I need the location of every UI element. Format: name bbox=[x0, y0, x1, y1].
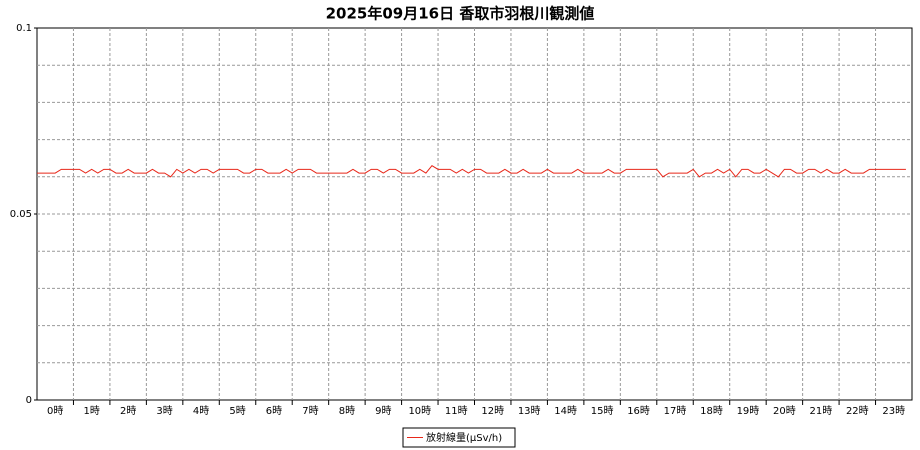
chart-title: 2025年09月16日 香取市羽根川観測値 bbox=[326, 5, 595, 23]
y-tick-label: 0.1 bbox=[16, 23, 32, 34]
x-tick-label: 8時 bbox=[339, 405, 355, 417]
x-tick-label: 4時 bbox=[193, 405, 209, 417]
x-tick-label: 14時 bbox=[554, 405, 577, 417]
x-tick-label: 16時 bbox=[627, 405, 650, 417]
x-tick-label: 18時 bbox=[700, 405, 723, 417]
x-tick-label: 2時 bbox=[120, 405, 136, 417]
legend-label: 放射線量(μSv/h) bbox=[426, 431, 502, 444]
x-tick-label: 15時 bbox=[591, 405, 614, 417]
x-tick-label: 19時 bbox=[737, 405, 760, 417]
x-tick-label: 5時 bbox=[229, 405, 245, 417]
x-tick-label: 21時 bbox=[809, 405, 832, 417]
y-tick-label: 0.05 bbox=[10, 209, 32, 220]
data-line bbox=[37, 164, 906, 178]
x-tick-label: 23時 bbox=[882, 405, 905, 417]
x-tick-label: 1時 bbox=[84, 405, 100, 417]
y-tick-label: 0 bbox=[26, 395, 32, 406]
x-tick-label: 6時 bbox=[266, 405, 282, 417]
x-tick-label: 0時 bbox=[47, 405, 63, 417]
x-tick-label: 3時 bbox=[156, 405, 172, 417]
x-tick-label: 17時 bbox=[664, 405, 687, 417]
x-tick-label: 22時 bbox=[846, 405, 869, 417]
legend-box bbox=[402, 427, 516, 448]
x-tick-label: 20時 bbox=[773, 405, 796, 417]
x-tick-label: 12時 bbox=[481, 405, 504, 417]
x-tick-label: 9時 bbox=[375, 405, 391, 417]
x-tick-label: 10時 bbox=[408, 405, 431, 417]
x-tick-label: 11時 bbox=[445, 405, 468, 417]
x-tick-label: 7時 bbox=[302, 405, 318, 417]
x-tick-label: 13時 bbox=[518, 405, 541, 417]
